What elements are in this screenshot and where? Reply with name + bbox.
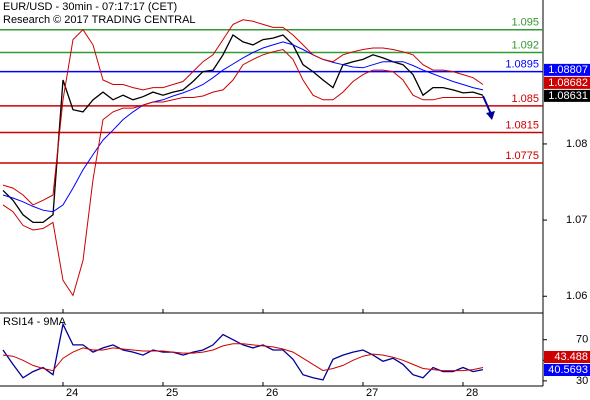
level-label: 1.095 xyxy=(511,17,539,29)
series-line xyxy=(2,34,484,224)
value-box xyxy=(544,63,590,76)
rsi-title: RSI14 - 9MA xyxy=(3,316,67,328)
plot: 1.06 1.07 1.08 24 25 26 27 28 1.095 1.092 1.0895 1.… xyxy=(0,17,590,399)
level-label: 1.0775 xyxy=(505,150,539,162)
value-box-label: 1.08682 xyxy=(548,77,588,89)
chart-subtitle: Research © 2017 TRADING CENTRAL xyxy=(3,14,196,26)
level-label: 1.085 xyxy=(511,93,539,105)
value-box-label: 1.08807 xyxy=(548,64,588,76)
y-tick-label: 70 xyxy=(576,334,588,346)
value-box-label: 40.5693 xyxy=(548,364,588,376)
x-tick-label: 27 xyxy=(366,387,378,399)
series-line xyxy=(2,48,483,297)
value-box xyxy=(544,89,590,102)
series-line xyxy=(2,322,484,381)
chart-title: EUR/USD - 30min - 07:17:17 (CET) xyxy=(3,1,177,13)
value-box xyxy=(544,364,590,377)
forecast-arrow xyxy=(482,95,492,115)
x-tick-label: 28 xyxy=(466,387,478,399)
value-box-label: 1.08631 xyxy=(548,90,588,102)
level-label: 1.0815 xyxy=(505,119,539,131)
value-box xyxy=(544,351,590,364)
y-tick-label: 30 xyxy=(576,375,588,387)
value-box xyxy=(544,76,590,89)
level-label: 1.0895 xyxy=(505,58,539,70)
forecast-arrow-head xyxy=(486,111,495,120)
series-line xyxy=(2,343,484,372)
x-tick-label: 24 xyxy=(66,387,78,399)
series-line xyxy=(2,19,484,206)
level-label: 1.092 xyxy=(511,39,539,51)
x-tick-label: 25 xyxy=(166,387,178,399)
y-tick-label: 1.08 xyxy=(566,138,587,150)
value-box-label: 43.488 xyxy=(554,351,588,363)
x-tick-label: 26 xyxy=(266,387,278,399)
series-line xyxy=(2,41,484,213)
y-tick-label: 1.07 xyxy=(566,214,587,226)
y-tick-label: 1.06 xyxy=(566,290,587,302)
